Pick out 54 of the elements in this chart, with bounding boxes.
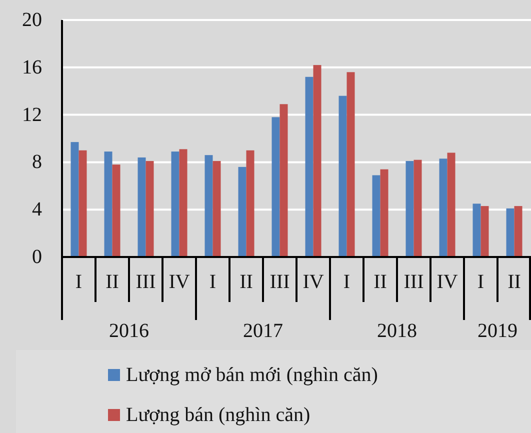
bar [70, 142, 79, 257]
text: 2018 [377, 320, 417, 342]
bar [204, 155, 213, 257]
x-tick-label: III [136, 271, 156, 293]
bar [338, 96, 347, 257]
text: 2016 [109, 320, 149, 342]
x-tick-label: III [404, 271, 424, 293]
bar [138, 157, 146, 257]
text: 2017 [243, 320, 283, 342]
bar [171, 152, 180, 257]
bar [313, 65, 322, 257]
y-tick-label: 4 [32, 198, 42, 221]
x-tick-label: IV [436, 271, 458, 293]
y-tick-label: 8 [32, 151, 42, 174]
y-tick-label: 20 [22, 9, 42, 31]
x-tick-label: IV [302, 271, 324, 293]
bar [78, 150, 87, 257]
legend-label: Lượng bán (nghìn căn) [126, 404, 310, 426]
x-tick-label: I [343, 271, 350, 293]
legend-label: Lượng mở bán mới (nghìn căn) [126, 364, 378, 386]
x-tick-label: II [240, 271, 253, 293]
bar [238, 166, 246, 257]
x-tick-label: I [209, 271, 216, 293]
bar [346, 72, 355, 257]
x-tick-label: II [508, 271, 521, 293]
text: 2019 [478, 320, 518, 342]
bar [112, 164, 120, 257]
bar [372, 175, 380, 257]
bar [272, 117, 280, 257]
bar [104, 152, 112, 257]
y-tick-label: 0 [32, 246, 42, 268]
bar [246, 150, 254, 257]
y-tick-label: 16 [22, 56, 42, 78]
bar [305, 76, 314, 257]
bar [146, 161, 154, 257]
x-tick-label: II [106, 271, 119, 293]
bar [280, 104, 288, 257]
bar [472, 204, 481, 257]
y-tick-label: 12 [22, 104, 42, 126]
bar [506, 208, 514, 257]
bar [212, 161, 221, 257]
bar [480, 206, 489, 257]
x-tick-label: II [374, 271, 387, 293]
bar [380, 169, 388, 257]
x-tick-label: I [477, 271, 484, 293]
x-tick-label: I [75, 271, 82, 293]
bar [179, 149, 188, 257]
bar [439, 158, 448, 257]
bar [447, 152, 456, 257]
x-tick-label: IV [168, 271, 190, 293]
bar [406, 161, 414, 257]
x-tick-label: III [270, 271, 290, 293]
bar [514, 206, 522, 257]
bar [414, 160, 422, 257]
